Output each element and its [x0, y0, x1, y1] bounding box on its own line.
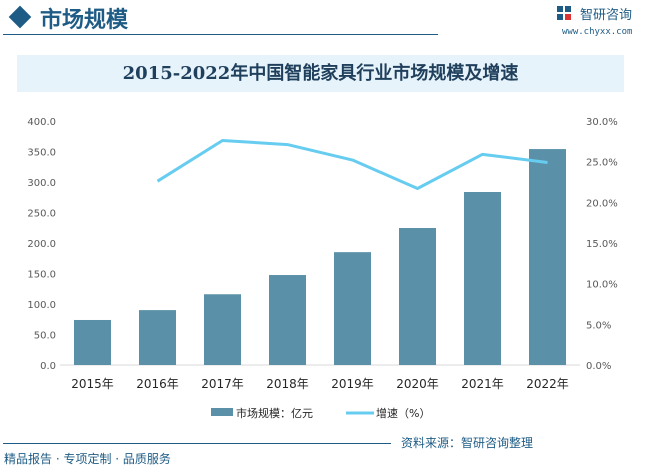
slogan: 精品报告 · 专项定制 · 品质服务 [4, 452, 171, 466]
header-divider [3, 34, 438, 35]
x-axis-tick: 2020年 [396, 377, 439, 391]
bar-2018年 [269, 275, 306, 365]
x-axis-tick: 2022年 [526, 377, 569, 391]
chart-title: 2015-2022年中国智能家具行业市场规模及增速 [122, 63, 519, 84]
left-axis-tick: 350.0 [27, 148, 56, 159]
right-axis-tick: 30.0% [586, 117, 618, 128]
legend-bar-swatch [211, 408, 233, 416]
x-axis-tick: 2017年 [201, 377, 244, 391]
footer-divider [3, 443, 391, 444]
legend-bar-label: 市场规模：亿元 [236, 406, 313, 420]
source-note: 资料来源：智研咨询整理 [401, 436, 534, 450]
left-axis-tick: 100.0 [27, 300, 56, 311]
bar-2019年 [334, 252, 371, 365]
x-axis-tick: 2021年 [461, 377, 504, 391]
section-title: 市场规模 [40, 8, 129, 33]
brand-logo-icon [557, 6, 571, 20]
bar-2020年 [399, 227, 436, 365]
legend-line-label: 增速（%） [376, 406, 430, 420]
left-axis-tick: 400.0 [27, 117, 56, 128]
x-axis-tick: 2015年 [71, 377, 114, 391]
x-axis-tick: 2016年 [136, 377, 179, 391]
brand-url: www.chyxx.com [562, 27, 633, 37]
left-axis-tick: 0.0 [40, 361, 56, 372]
bar-2015年 [74, 319, 111, 365]
bar-2022年 [529, 149, 566, 365]
brand-name: 智研咨询 [580, 8, 633, 23]
x-axis-tick: 2018年 [266, 377, 309, 391]
bar-2017年 [204, 294, 241, 365]
left-axis-tick: 150.0 [27, 270, 56, 281]
right-axis-tick: 25.0% [586, 158, 618, 169]
left-axis-tick: 50.0 [34, 331, 56, 342]
right-axis-tick: 20.0% [586, 198, 618, 209]
left-axis-tick: 250.0 [27, 209, 56, 220]
right-axis-tick: 5.0% [586, 320, 611, 331]
right-axis-tick: 0.0% [586, 361, 611, 372]
right-axis-tick: 10.0% [586, 280, 618, 291]
x-axis-tick: 2019年 [331, 377, 374, 391]
right-axis-tick: 15.0% [586, 239, 618, 250]
chart-title-box: 2015-2022年中国智能家具行业市场规模及增速 [17, 55, 624, 92]
left-axis-tick: 200.0 [27, 239, 56, 250]
growth-line [156, 139, 548, 191]
left-axis-tick: 300.0 [27, 178, 56, 189]
bar-2016年 [139, 310, 176, 365]
bar-2021年 [464, 192, 501, 365]
